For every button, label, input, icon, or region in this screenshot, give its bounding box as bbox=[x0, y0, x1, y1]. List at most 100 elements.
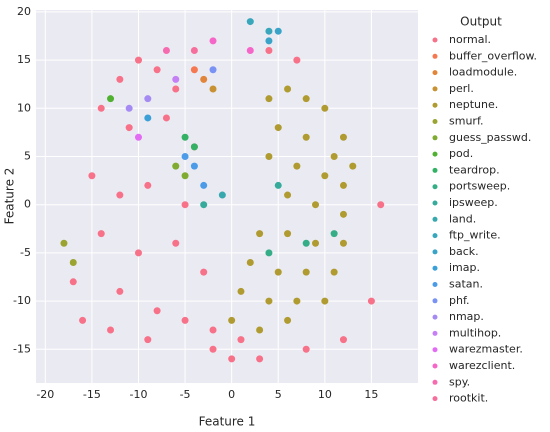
point bbox=[330, 153, 338, 161]
point bbox=[218, 191, 226, 199]
point bbox=[134, 249, 142, 257]
legend-marker bbox=[432, 102, 438, 108]
point bbox=[246, 46, 254, 54]
x-tick-label: -5 bbox=[180, 388, 191, 401]
point bbox=[339, 210, 347, 218]
point bbox=[246, 18, 254, 26]
point bbox=[97, 230, 105, 238]
y-tick-label: 20 bbox=[17, 5, 31, 18]
point bbox=[265, 37, 273, 45]
point bbox=[190, 143, 198, 151]
point bbox=[302, 345, 310, 353]
legend-label: phf. bbox=[449, 294, 470, 307]
point bbox=[274, 124, 282, 132]
legend-label: teardrop. bbox=[449, 163, 500, 176]
point bbox=[367, 297, 375, 305]
point bbox=[237, 336, 245, 344]
legend-label: nmap. bbox=[449, 310, 484, 323]
legend-label: spy. bbox=[449, 375, 470, 388]
point bbox=[162, 114, 170, 122]
point bbox=[116, 191, 124, 199]
point bbox=[302, 95, 310, 103]
point bbox=[256, 355, 264, 363]
point bbox=[256, 230, 264, 238]
point bbox=[302, 133, 310, 141]
legend-label: multihop. bbox=[449, 326, 501, 339]
point bbox=[321, 172, 329, 180]
legend-label: rootkit. bbox=[449, 392, 488, 405]
point bbox=[209, 345, 217, 353]
point bbox=[181, 316, 189, 324]
point bbox=[321, 297, 329, 305]
point bbox=[265, 297, 273, 305]
point bbox=[339, 336, 347, 344]
y-tick-label: -15 bbox=[13, 342, 31, 355]
point bbox=[200, 181, 208, 189]
legend-marker bbox=[432, 396, 438, 402]
point bbox=[321, 104, 329, 112]
point bbox=[284, 191, 292, 199]
legend-marker bbox=[432, 265, 438, 271]
plot-area bbox=[36, 10, 418, 383]
legend-label: smurf. bbox=[449, 115, 484, 128]
legend-marker bbox=[432, 379, 438, 385]
point bbox=[265, 153, 273, 161]
point bbox=[256, 326, 264, 334]
legend-marker bbox=[432, 53, 438, 59]
legend-label: normal. bbox=[449, 33, 491, 46]
point bbox=[274, 181, 282, 189]
point bbox=[88, 172, 96, 180]
legend-label: ftp_write. bbox=[449, 229, 501, 242]
legend-marker bbox=[432, 216, 438, 222]
point bbox=[134, 56, 142, 64]
legend-marker bbox=[432, 347, 438, 353]
legend-label: guess_passwd. bbox=[449, 131, 531, 144]
x-tick-label: -10 bbox=[130, 388, 148, 401]
legend-marker bbox=[432, 282, 438, 287]
legend-marker bbox=[432, 363, 438, 369]
point bbox=[181, 201, 189, 209]
legend-marker bbox=[432, 314, 438, 320]
point bbox=[153, 307, 161, 315]
legend-marker bbox=[432, 167, 438, 173]
point bbox=[190, 162, 198, 170]
point bbox=[293, 162, 301, 170]
point bbox=[181, 172, 189, 180]
legend-label: loadmodule. bbox=[449, 66, 517, 79]
legend-marker bbox=[432, 135, 438, 141]
legend-label: buffer_overflow. bbox=[449, 49, 537, 62]
x-tick-label: -15 bbox=[83, 388, 101, 401]
legend-marker bbox=[432, 249, 438, 255]
point bbox=[172, 239, 180, 247]
legend-label: satan. bbox=[449, 278, 483, 291]
y-tick-label: 0 bbox=[24, 198, 31, 211]
point bbox=[200, 268, 208, 276]
legend-marker bbox=[432, 37, 438, 43]
legend-label: pod. bbox=[449, 147, 473, 160]
point bbox=[97, 104, 105, 112]
x-tick-label: 15 bbox=[364, 388, 378, 401]
legend-marker bbox=[432, 298, 438, 304]
point bbox=[69, 259, 77, 267]
point bbox=[190, 66, 198, 74]
point bbox=[209, 66, 217, 74]
legend-label: warezclient. bbox=[449, 359, 515, 372]
y-tick-label: -10 bbox=[13, 294, 31, 307]
y-axis-label: Feature 2 bbox=[3, 168, 17, 225]
point bbox=[284, 316, 292, 324]
point bbox=[190, 46, 198, 54]
point bbox=[228, 316, 236, 324]
point bbox=[60, 239, 68, 247]
point bbox=[274, 268, 282, 276]
point bbox=[312, 239, 320, 247]
point bbox=[302, 239, 310, 247]
point bbox=[162, 46, 170, 54]
point bbox=[293, 56, 301, 64]
point bbox=[330, 268, 338, 276]
point bbox=[107, 326, 115, 334]
point bbox=[377, 201, 385, 209]
legend-marker bbox=[432, 200, 438, 206]
point bbox=[265, 27, 273, 35]
legend-marker bbox=[432, 184, 438, 190]
